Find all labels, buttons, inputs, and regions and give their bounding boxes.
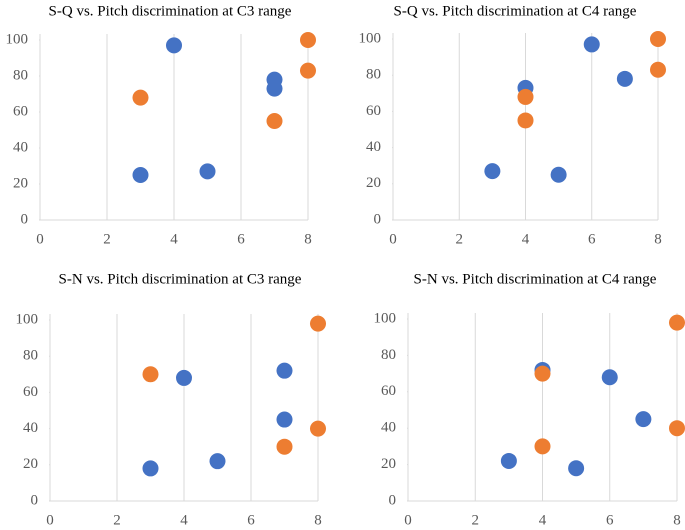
y-tick-label: 0: [31, 492, 39, 508]
y-tick-label: 60: [13, 103, 28, 119]
point: [635, 411, 652, 428]
point: [300, 32, 316, 48]
x-tick-label: 8: [673, 512, 681, 528]
x-tick-label: 4: [522, 231, 530, 247]
y-tick-label: 80: [381, 347, 396, 363]
point: [176, 369, 192, 386]
y-tick-label: 40: [381, 420, 396, 436]
y-tick-label: 100: [16, 311, 39, 327]
point: [550, 166, 567, 183]
x-tick-label: 4: [539, 512, 547, 528]
y-tick-label: 20: [366, 175, 381, 191]
x-tick-label: 8: [304, 231, 312, 247]
x-tick-label: 2: [103, 231, 111, 247]
point: [568, 460, 585, 477]
x-tick-label: 6: [606, 512, 614, 528]
x-tick-label: 0: [389, 231, 397, 247]
chart-title: S-Q vs. Pitch discrimination at C4 range: [394, 3, 637, 19]
point: [300, 62, 316, 79]
y-tick-label: 60: [366, 103, 381, 119]
y-tick-label: 20: [13, 175, 28, 191]
y-tick-label: 40: [366, 139, 381, 155]
y-tick-label: 80: [23, 348, 38, 364]
x-tick-label: 4: [170, 231, 178, 247]
x-tick-label: 0: [46, 512, 54, 528]
point: [199, 163, 216, 180]
point: [650, 31, 666, 47]
x-tick-label: 4: [180, 512, 188, 528]
point: [517, 112, 534, 129]
point: [669, 314, 685, 331]
point: [583, 36, 600, 53]
x-tick-label: 6: [237, 231, 245, 247]
y-tick-label: 20: [23, 456, 38, 472]
x-tick-label: 8: [654, 231, 662, 247]
y-tick-label: 0: [21, 211, 29, 227]
point: [142, 460, 159, 477]
y-tick-label: 20: [381, 456, 396, 472]
x-tick-label: 2: [456, 231, 464, 247]
x-tick-label: 2: [472, 512, 480, 528]
point: [484, 163, 501, 180]
y-tick-label: 80: [366, 67, 381, 83]
y-tick-label: 60: [23, 384, 38, 400]
y-tick-label: 40: [13, 139, 28, 155]
point: [166, 37, 182, 54]
point: [601, 369, 618, 386]
point: [310, 420, 326, 437]
point: [616, 70, 633, 87]
x-tick-label: 6: [247, 512, 255, 528]
y-tick-label: 80: [13, 67, 28, 83]
point: [132, 167, 149, 183]
point: [650, 61, 666, 78]
point: [266, 113, 283, 129]
point: [266, 80, 283, 97]
y-tick-label: 0: [374, 211, 382, 227]
point: [534, 365, 551, 382]
chart-title: S-N vs. Pitch discrimination at C4 range: [414, 271, 657, 287]
x-tick-label: 0: [404, 512, 412, 528]
point: [276, 362, 293, 379]
y-tick-label: 0: [389, 492, 397, 508]
y-tick-label: 60: [381, 383, 396, 399]
chart-title: S-N vs. Pitch discrimination at C3 range: [59, 271, 302, 287]
x-tick-label: 8: [314, 512, 322, 528]
point: [669, 420, 685, 437]
x-tick-label: 2: [113, 512, 121, 528]
y-tick-label: 100: [374, 310, 397, 326]
y-tick-label: 100: [359, 30, 382, 46]
point: [276, 411, 293, 428]
y-tick-label: 100: [6, 31, 29, 47]
point: [500, 452, 517, 469]
x-tick-label: 0: [36, 231, 44, 247]
y-tick-label: 40: [23, 420, 38, 436]
point: [534, 438, 551, 455]
point: [276, 438, 293, 455]
point: [310, 315, 326, 332]
point: [209, 453, 226, 470]
point: [132, 89, 149, 106]
chart-title: S-Q vs. Pitch discrimination at C3 range: [49, 3, 292, 19]
point: [142, 366, 159, 383]
x-tick-label: 6: [588, 231, 596, 247]
point: [517, 88, 534, 105]
